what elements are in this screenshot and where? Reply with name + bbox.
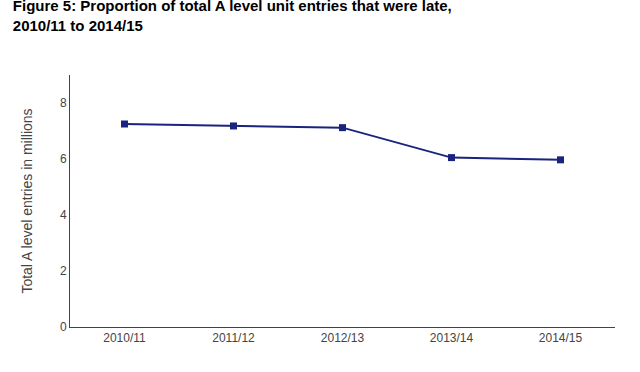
svg-text:6: 6 (60, 152, 67, 166)
svg-text:0: 0 (60, 320, 67, 334)
svg-text:2011/12: 2011/12 (212, 331, 255, 345)
svg-text:8: 8 (60, 96, 67, 110)
svg-text:2014/15: 2014/15 (539, 331, 583, 345)
svg-text:Total A level entries in milli: Total A level entries in millions (19, 108, 35, 293)
svg-text:2012/13: 2012/13 (321, 331, 365, 345)
svg-text:2010/11: 2010/11 (103, 331, 146, 345)
svg-text:4: 4 (60, 208, 67, 222)
svg-text:2013/14: 2013/14 (430, 331, 474, 345)
svg-text:2: 2 (60, 264, 67, 278)
svg-text:Figure 5: Proportion of total: Figure 5: Proportion of total A level un… (13, 0, 452, 34)
